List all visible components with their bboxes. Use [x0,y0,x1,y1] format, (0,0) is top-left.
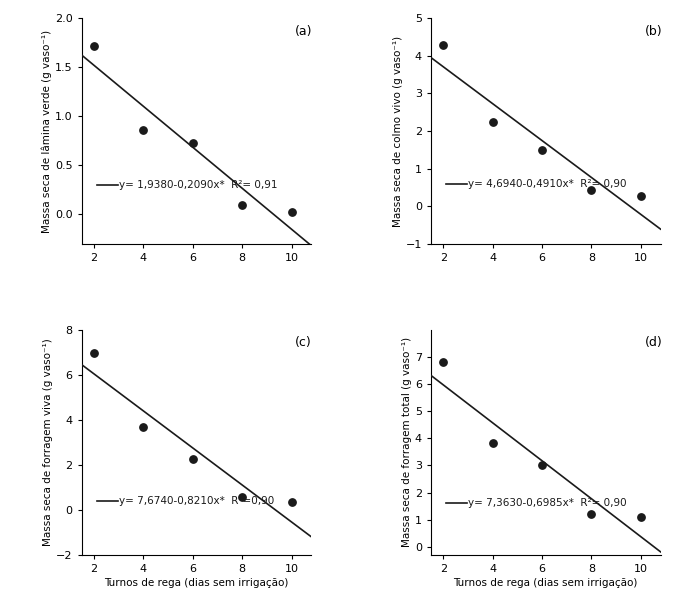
Point [138,422,149,432]
Point [635,512,646,522]
Point [586,509,597,518]
Point [635,191,646,201]
Text: y= 7,3630-0,6985x*  R²= 0,90: y= 7,3630-0,6985x* R²= 0,90 [468,498,627,509]
Text: (c): (c) [296,336,312,350]
Y-axis label: Massa seca de forragem total (g vaso⁻¹): Massa seca de forragem total (g vaso⁻¹) [402,337,412,547]
X-axis label: Turnos de rega (dias sem irrigação): Turnos de rega (dias sem irrigação) [104,578,289,588]
Point [438,40,449,50]
Y-axis label: Massa seca de forragem viva (g vaso⁻¹): Massa seca de forragem viva (g vaso⁻¹) [44,339,53,546]
Point [138,125,149,135]
Point [286,207,297,217]
Point [586,185,597,195]
Point [537,145,548,155]
Point [89,348,99,357]
Point [89,41,99,51]
Point [286,497,297,507]
Text: y= 4,6940-0,4910x*  R²= 0,90: y= 4,6940-0,4910x* R²= 0,90 [468,179,627,188]
X-axis label: Turnos de rega (dias sem irrigação): Turnos de rega (dias sem irrigação) [454,578,638,588]
Point [438,357,449,367]
Y-axis label: Massa seca de colmo vivo (g vaso⁻¹): Massa seca de colmo vivo (g vaso⁻¹) [393,35,402,227]
Text: (a): (a) [296,25,313,38]
Text: (b): (b) [644,25,662,38]
Point [187,454,198,464]
Point [187,138,198,148]
Text: (d): (d) [644,336,662,350]
Text: y= 1,9380-0,2090x*  R²= 0,91: y= 1,9380-0,2090x* R²= 0,91 [118,180,277,190]
Text: y= 7,6740-0,8210x*  R²=0,90: y= 7,6740-0,8210x* R²=0,90 [118,496,274,506]
Point [487,438,498,448]
Point [237,199,248,209]
Y-axis label: Massa seca de lâmina verde (g vaso⁻¹): Massa seca de lâmina verde (g vaso⁻¹) [42,29,52,232]
Point [537,461,548,470]
Point [487,117,498,126]
Point [237,492,248,502]
